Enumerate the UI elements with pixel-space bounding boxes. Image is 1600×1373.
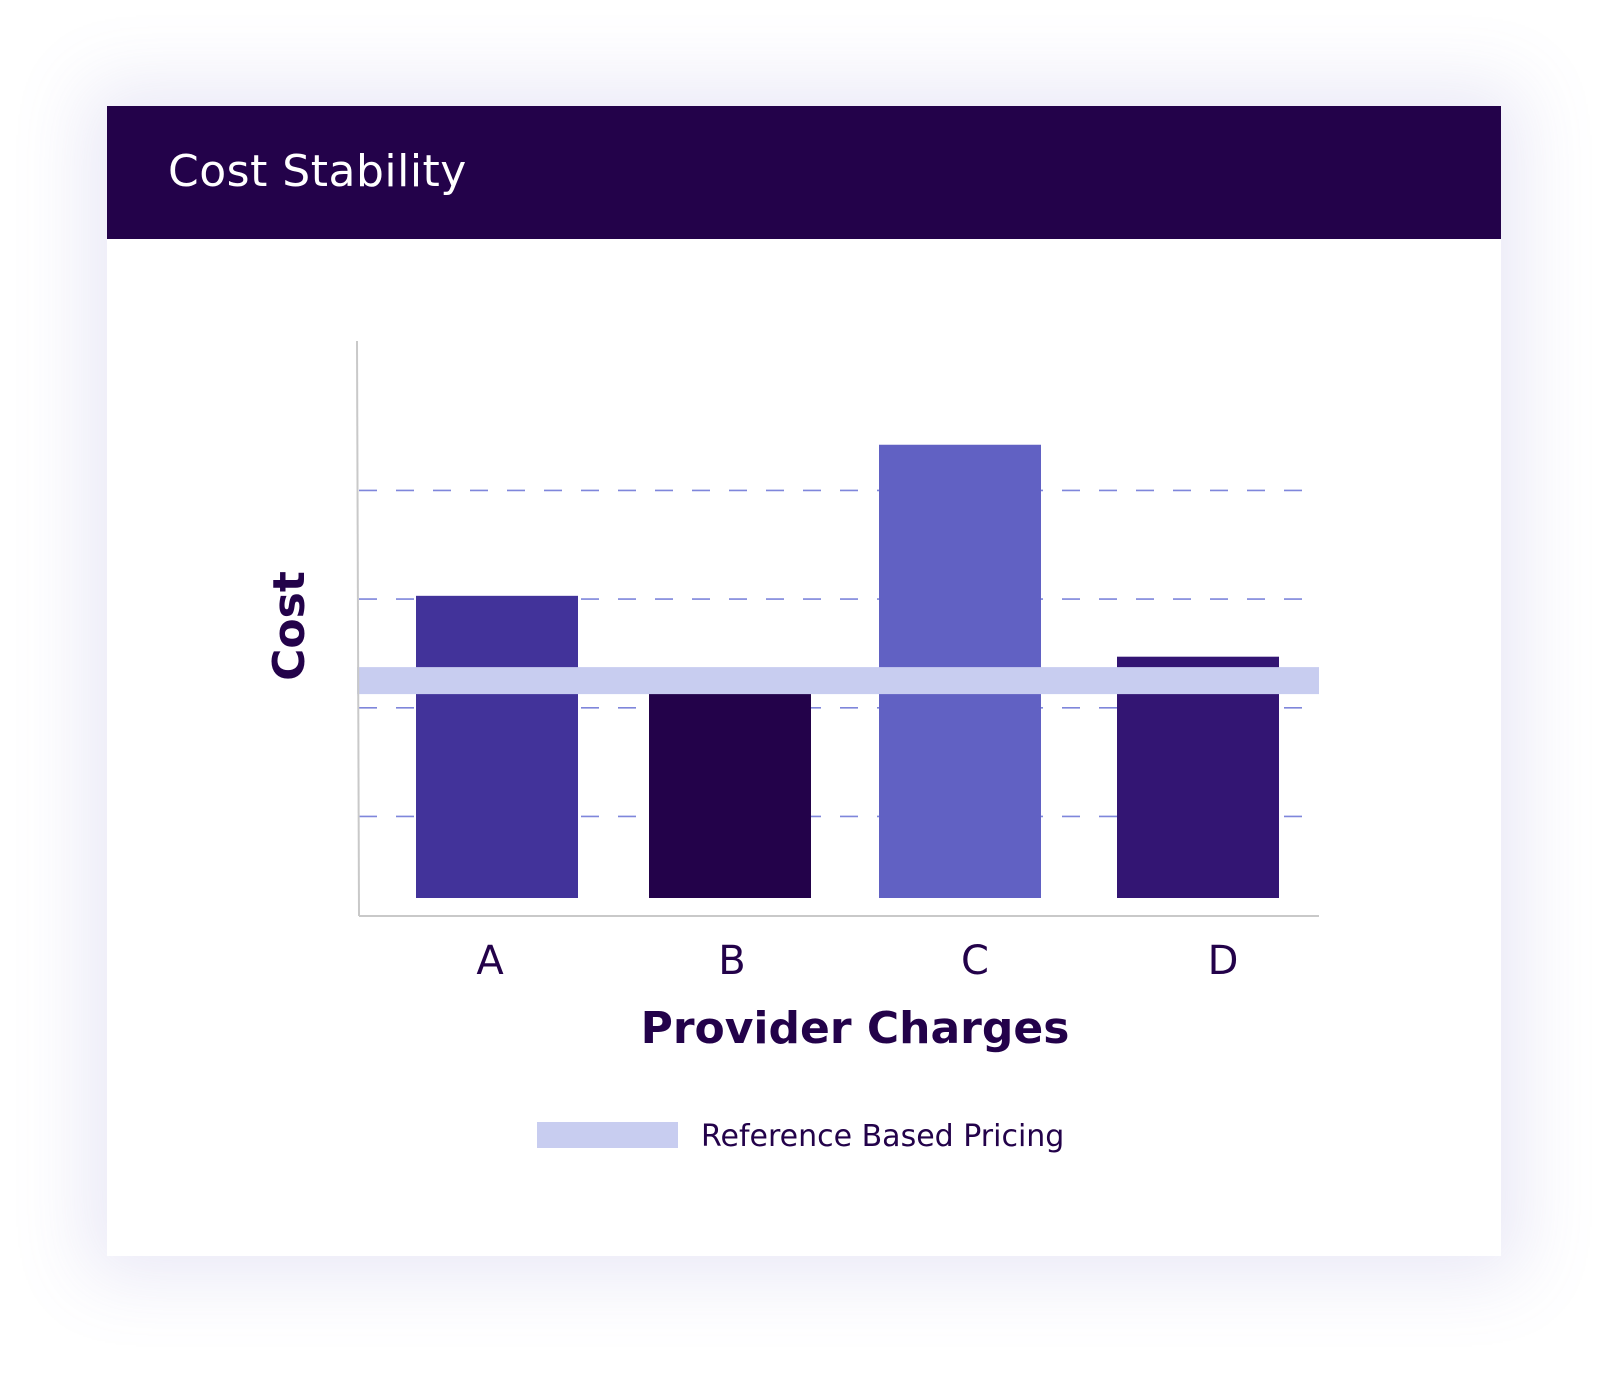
x-axis-title: Provider Charges bbox=[641, 1003, 1070, 1054]
y-axis-line bbox=[356, 340, 360, 917]
y-axis-title: Cost bbox=[264, 571, 315, 681]
x-tick-label-b: B bbox=[718, 938, 745, 984]
x-tick-label-c: C bbox=[961, 938, 989, 984]
bar-a bbox=[416, 595, 578, 898]
x-tick-label-a: A bbox=[476, 938, 504, 984]
reference-band bbox=[357, 667, 1319, 695]
reference-pricing-band bbox=[357, 667, 1319, 695]
legend: Reference Based Pricing bbox=[537, 1119, 1064, 1154]
x-tick-label-d: D bbox=[1208, 938, 1239, 984]
bar-chart: A B C D Cost Provider Charges Reference Bas… bbox=[264, 340, 1319, 1154]
page-title: Cost Stability bbox=[168, 146, 467, 197]
card-header: Cost Stability bbox=[107, 106, 1501, 239]
chart-card: Cost Stability A B C D Cost Provider Charge… bbox=[107, 106, 1501, 1256]
bar-d bbox=[1117, 656, 1279, 898]
x-tick-labels: A B C D bbox=[476, 938, 1238, 984]
axes bbox=[356, 340, 1319, 917]
legend-label-reference: Reference Based Pricing bbox=[701, 1119, 1064, 1154]
legend-swatch-reference bbox=[537, 1122, 678, 1148]
bar-b bbox=[649, 690, 811, 898]
